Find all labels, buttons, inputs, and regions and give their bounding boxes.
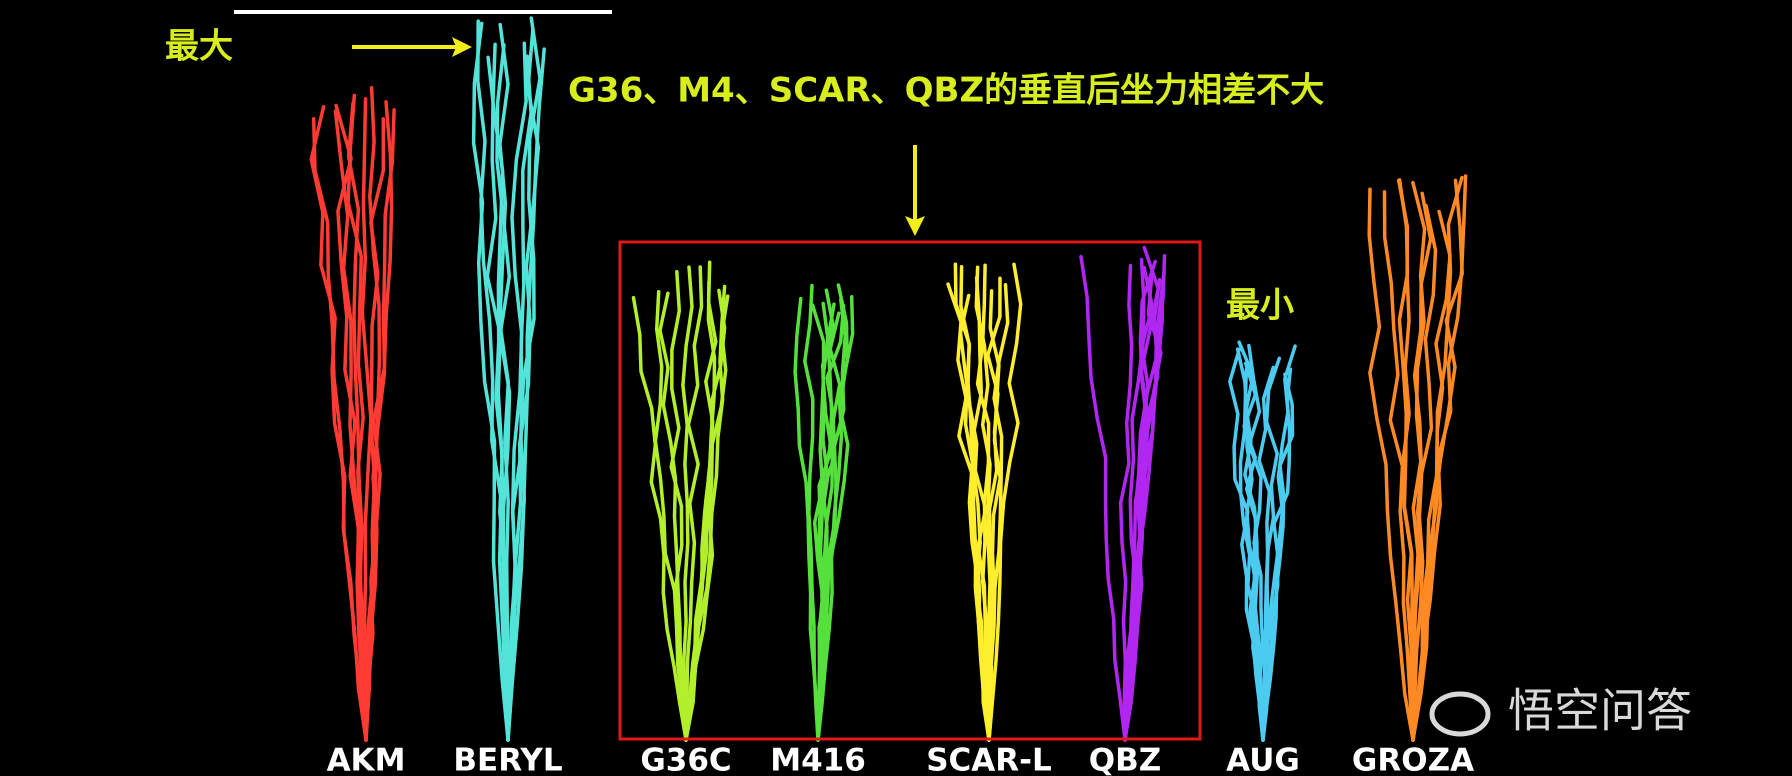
recoil-strand <box>471 21 510 742</box>
recoil-strand <box>681 265 694 742</box>
recoil-strand <box>1123 254 1167 742</box>
recoil-strand <box>816 295 855 742</box>
weapon-label: QBZ <box>1089 743 1161 776</box>
recoil-strand <box>1242 361 1265 742</box>
recoil-strand <box>816 288 836 742</box>
arrow-head <box>905 216 925 236</box>
recoil-strand <box>1261 372 1295 742</box>
weapon-label: AKM <box>327 743 406 776</box>
recoil-strand <box>495 43 512 742</box>
recoil-strand <box>972 275 991 742</box>
recoil-strand <box>364 117 386 742</box>
recoil-strand <box>816 303 846 742</box>
weapon-label: GROZA <box>1352 743 1474 776</box>
recoil-strand <box>1123 277 1162 742</box>
headline: G36、M4、SCAR、QBZ的垂直后坐力相差不大 <box>568 71 1324 111</box>
recoil-strand <box>476 19 510 742</box>
recoil-strand <box>1118 263 1134 742</box>
recoil-strand <box>506 16 542 742</box>
recoil-strand <box>485 42 510 742</box>
recoil-strand <box>346 101 368 742</box>
recoil-strand <box>1382 190 1415 742</box>
min-note: 最小 <box>1226 286 1294 326</box>
recoil-strand <box>1411 175 1464 742</box>
recoil-strand <box>346 93 368 742</box>
recoil-strand <box>1079 254 1127 742</box>
recoil-strand <box>987 282 1010 742</box>
recoil-strand <box>1397 178 1415 742</box>
recoil-strand <box>1411 178 1464 742</box>
recoil-strand <box>684 265 704 742</box>
weapon-label: BERYL <box>453 743 562 776</box>
recoil-strand <box>1411 203 1438 742</box>
recoil-strand <box>803 283 820 742</box>
weapon-label: AUG <box>1226 743 1300 776</box>
watermark-logo <box>1429 691 1491 737</box>
weapon-label: M416 <box>770 743 866 776</box>
max-note: 最大 <box>165 27 233 67</box>
recoil-strand <box>1261 344 1297 742</box>
recoil-strand <box>959 264 991 742</box>
recoil-strand <box>987 262 1023 742</box>
highlight-box <box>618 240 1202 741</box>
weapon-label: G36C <box>640 743 731 776</box>
spray-patterns <box>309 16 1468 742</box>
recoil-strand <box>1411 180 1427 742</box>
recoil-strand <box>631 295 688 742</box>
arrow-head <box>452 37 472 57</box>
recoil-strand <box>1367 187 1415 742</box>
recoil-strand <box>333 109 368 742</box>
recoil-strand <box>364 100 394 742</box>
watermark-text: 悟空问答 <box>1508 684 1692 738</box>
recoil-strand <box>1261 356 1282 742</box>
weapon-label: SCAR-L <box>926 743 1052 776</box>
recoil-strand <box>309 104 368 742</box>
recoil-strand <box>1123 257 1146 742</box>
watermark: 悟空问答 <box>1429 684 1692 738</box>
recoil-strand <box>653 290 688 742</box>
recoil-strand <box>684 288 727 742</box>
recoil-strand <box>658 291 688 742</box>
